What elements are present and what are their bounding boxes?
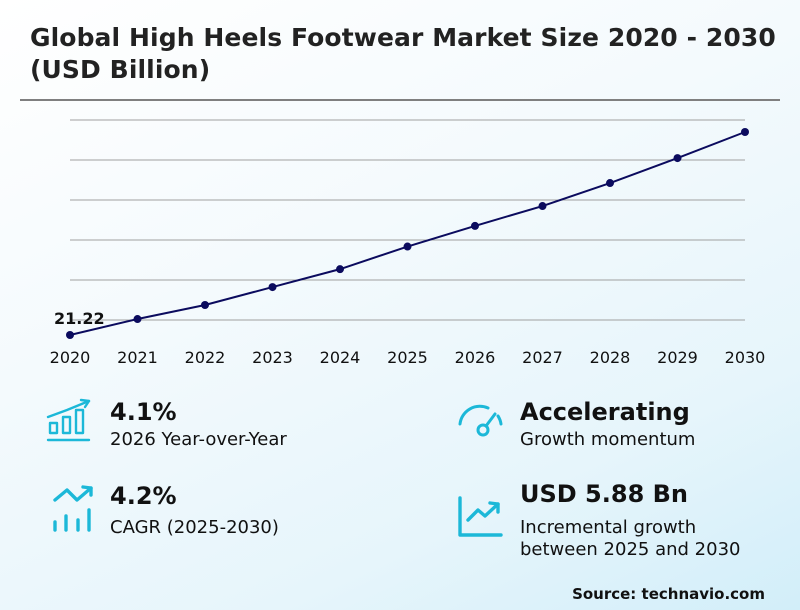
data-point	[66, 331, 74, 339]
momentum-value: Accelerating	[520, 398, 690, 426]
momentum-label: Growth momentum	[520, 429, 696, 450]
series-line	[69, 131, 746, 336]
chart-title: Global High Heels Footwear Market Size 2…	[30, 23, 776, 84]
x-axis-tick-label: 2025	[387, 348, 428, 367]
x-axis-tick-label: 2020	[49, 348, 91, 367]
x-axis-tick-label: 2023	[252, 348, 293, 367]
incremental-label-line2: between 2025 and 2030	[520, 539, 741, 560]
x-axis-tick-label: 2028	[589, 348, 631, 367]
incremental-value: USD 5.88 Bn	[520, 480, 688, 508]
stat-incremental: USD 5.88 Bn Incremental growth between 2…	[455, 480, 795, 572]
x-axis-tick-label: 2024	[319, 348, 361, 367]
x-axis-tick-label: 2027	[522, 348, 563, 367]
title-divider	[20, 99, 780, 101]
yoy-value: 4.1%	[110, 398, 177, 426]
trend-bars-icon	[53, 485, 93, 532]
data-point	[201, 300, 209, 309]
data-point	[606, 179, 614, 188]
yoy-label: 2026 Year-over-Year	[110, 429, 287, 450]
line-chart-up-icon	[458, 496, 503, 537]
data-point	[471, 221, 479, 230]
incremental-label-line1: Incremental growth	[520, 517, 697, 538]
speedometer-icon	[458, 404, 503, 437]
cagr-label: CAGR (2025-2030)	[110, 517, 279, 538]
stat-momentum: Accelerating Growth momentum	[455, 398, 795, 458]
data-point	[538, 202, 547, 211]
data-point	[133, 315, 142, 324]
x-axis-tick-label: 2029	[657, 348, 698, 367]
chart-plot-area	[66, 119, 749, 339]
x-axis-tick-label: 2026	[454, 348, 496, 367]
data-point	[741, 128, 749, 136]
line-chart: 2020 2021 2022 2023 2024 2025 2026 2027 2028 2029…	[49, 119, 766, 367]
data-point	[403, 242, 412, 251]
data-point	[673, 154, 682, 163]
bar-chart-growth-icon	[46, 398, 91, 442]
data-point	[336, 265, 344, 274]
data-point	[268, 283, 277, 292]
start-value-label: 21.22	[54, 309, 105, 328]
stat-yoy: 4.1% 2026 Year-over-Year	[45, 398, 385, 458]
source-credit: Source: technavio.com	[572, 585, 765, 603]
x-axis-tick-label: 2021	[117, 348, 158, 367]
cagr-value: 4.2%	[110, 482, 177, 510]
x-axis-tick-label: 2030	[724, 348, 766, 367]
x-axis-tick-label: 2022	[184, 348, 226, 367]
stat-cagr: 4.2% CAGR (2025-2030)	[45, 482, 385, 542]
